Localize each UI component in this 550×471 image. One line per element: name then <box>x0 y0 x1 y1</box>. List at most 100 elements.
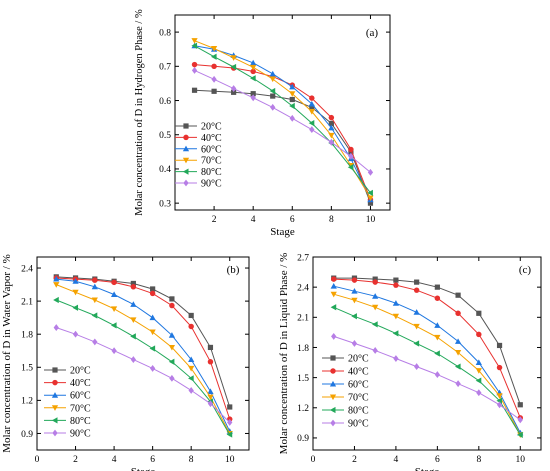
x-tick-label: 4 <box>251 215 256 225</box>
data-point <box>188 387 194 394</box>
legend-marker <box>52 429 58 437</box>
series-line <box>56 284 231 434</box>
data-point <box>475 377 482 384</box>
data-point <box>372 279 378 285</box>
data-point <box>149 345 156 352</box>
data-point <box>169 302 175 309</box>
data-point <box>168 332 176 338</box>
legend-item: 70°C <box>175 156 222 167</box>
data-point <box>53 324 59 332</box>
x-tick-label: 8 <box>329 215 334 225</box>
data-point <box>367 189 373 197</box>
x-axis-label: Stage <box>415 466 440 471</box>
chart-panel-a: 2 4 6 8 10 0.3 0.4 0.5 0.6 0.7 0.8 Stage Molar conce… <box>134 9 391 238</box>
x-axis-label: Stage <box>131 466 156 471</box>
y-tick-label: 1.2 <box>21 397 33 407</box>
data-point <box>191 38 198 44</box>
legend-item: 70°C <box>44 403 91 414</box>
series-line <box>333 277 521 405</box>
data-point <box>191 61 198 68</box>
series-4 <box>191 38 374 202</box>
data-point <box>230 63 237 71</box>
data-point <box>130 301 137 307</box>
legend-item: 40°C <box>175 133 222 144</box>
panel-label: (a) <box>366 27 379 39</box>
data-point <box>130 284 137 290</box>
data-point <box>72 304 79 311</box>
data-point <box>207 359 214 365</box>
data-point <box>289 91 296 97</box>
data-point <box>434 284 440 290</box>
data-point <box>330 283 337 289</box>
data-point <box>211 75 217 83</box>
series-line <box>56 278 231 432</box>
legend-item: 70°C <box>322 393 369 404</box>
data-point <box>188 356 195 363</box>
data-point <box>328 120 334 127</box>
legend-marker <box>52 367 58 373</box>
data-point <box>347 164 354 171</box>
data-point <box>92 277 98 283</box>
x-tick-label: 4 <box>394 455 399 465</box>
data-point <box>207 388 214 395</box>
x-axis-label: Stage <box>270 226 295 238</box>
data-point <box>372 276 378 282</box>
data-point <box>454 338 462 344</box>
x-tick-label: 6 <box>150 455 155 465</box>
data-point <box>367 168 374 176</box>
legend-item: 20°C <box>322 354 369 365</box>
data-point <box>372 321 378 328</box>
legend-label: 70°C <box>348 393 369 404</box>
data-point <box>372 304 379 311</box>
y-tick-label: 0.9 <box>21 430 33 440</box>
series-line <box>333 306 521 436</box>
data-point <box>130 317 137 323</box>
legend: 20°C40°C60°C70°C80°C90°C <box>175 122 222 190</box>
data-point <box>454 349 462 356</box>
series-line <box>333 293 521 436</box>
x-tick-label: 6 <box>435 455 440 465</box>
data-point <box>149 329 156 336</box>
series-line <box>333 278 521 418</box>
data-point <box>130 280 136 287</box>
data-point <box>230 85 237 92</box>
y-axis-label: Molar concentration of D in Water Vapor … <box>1 254 13 452</box>
data-point <box>72 278 79 284</box>
data-point <box>351 297 358 304</box>
legend-marker <box>330 419 336 427</box>
data-point <box>309 126 315 134</box>
data-point <box>250 68 256 75</box>
legend-marker <box>183 123 189 129</box>
data-point <box>250 91 256 97</box>
y-tick-label: 1.8 <box>297 344 309 354</box>
series-line <box>56 299 231 435</box>
legend-label: 20°C <box>70 366 91 377</box>
series-4 <box>330 291 524 439</box>
plot-frame <box>174 14 391 211</box>
data-point <box>168 358 175 365</box>
data-point <box>475 359 482 366</box>
series-line <box>194 89 371 204</box>
data-point <box>211 63 217 70</box>
data-point <box>413 323 420 330</box>
data-point <box>434 295 441 301</box>
y-tick-label: 1.2 <box>297 404 309 414</box>
data-point <box>414 279 420 285</box>
legend-marker <box>51 405 59 411</box>
legend-item: 90°C <box>175 179 222 190</box>
data-point <box>191 66 198 74</box>
data-point <box>270 103 276 111</box>
data-point <box>270 93 276 99</box>
data-point <box>328 124 335 131</box>
legend-marker <box>182 168 189 175</box>
series-line <box>194 45 371 200</box>
data-point <box>188 312 194 319</box>
series-line <box>194 40 371 199</box>
data-point <box>289 96 295 103</box>
data-point <box>226 431 233 438</box>
chart-panel-b: 0 2 4 6 8 10 0.9 1.2 1.5 1.8 2.1 2.4 Stage Molar conc… <box>1 254 250 471</box>
y-tick-label: 2.4 <box>297 283 309 293</box>
data-point <box>191 87 198 93</box>
y-axis-label: Molar concentration of D in Hydrogen Pha… <box>134 9 145 216</box>
